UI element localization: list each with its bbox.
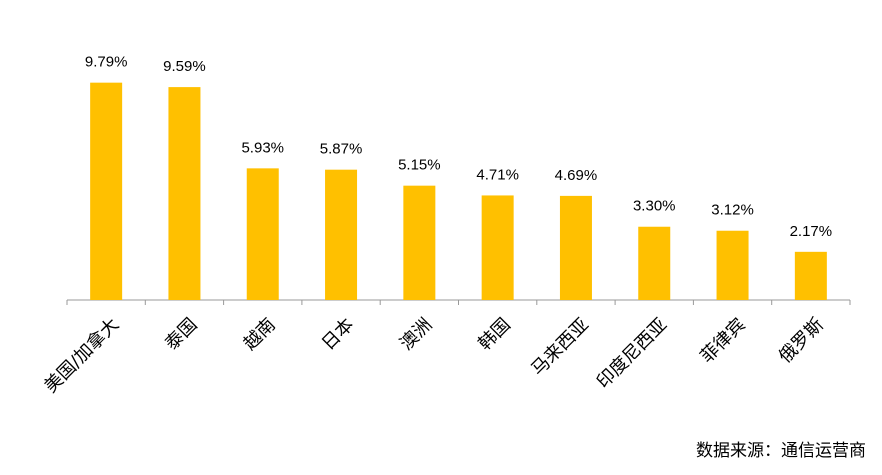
x-tick-label: 菲律宾 [697, 314, 750, 367]
x-tick-label: 俄罗斯 [775, 314, 828, 367]
x-tick-label: 日本 [318, 314, 358, 354]
bar [716, 230, 749, 300]
value-label: 3.30% [633, 198, 676, 215]
x-tick-label: 泰国 [161, 314, 201, 354]
value-label: 2.17% [790, 223, 833, 240]
bar [246, 168, 279, 300]
value-label: 9.79% [85, 54, 128, 71]
bar [481, 195, 514, 300]
value-label: 3.12% [711, 202, 754, 219]
bar [559, 195, 592, 300]
x-tick-label: 韩国 [474, 314, 514, 354]
x-tick-label: 澳洲 [396, 314, 436, 354]
value-label: 4.71% [476, 166, 519, 183]
x-tick-label: 印度尼西亚 [593, 314, 671, 392]
x-tick-label: 越南 [240, 314, 280, 354]
bar [794, 251, 827, 300]
bar [325, 169, 358, 300]
value-label: 5.15% [398, 157, 441, 174]
bar [403, 185, 436, 300]
bar [168, 87, 201, 301]
value-label: 5.93% [241, 139, 284, 156]
value-label: 5.87% [320, 141, 363, 158]
x-tick-label: 马来西亚 [527, 314, 593, 380]
value-label: 4.69% [555, 167, 598, 184]
source-note: 数据来源：通信运营商 [696, 441, 866, 461]
bar [638, 226, 671, 300]
value-label: 9.59% [163, 58, 206, 75]
x-tick-label: 美国/加拿大 [40, 314, 123, 397]
bar [90, 82, 123, 300]
